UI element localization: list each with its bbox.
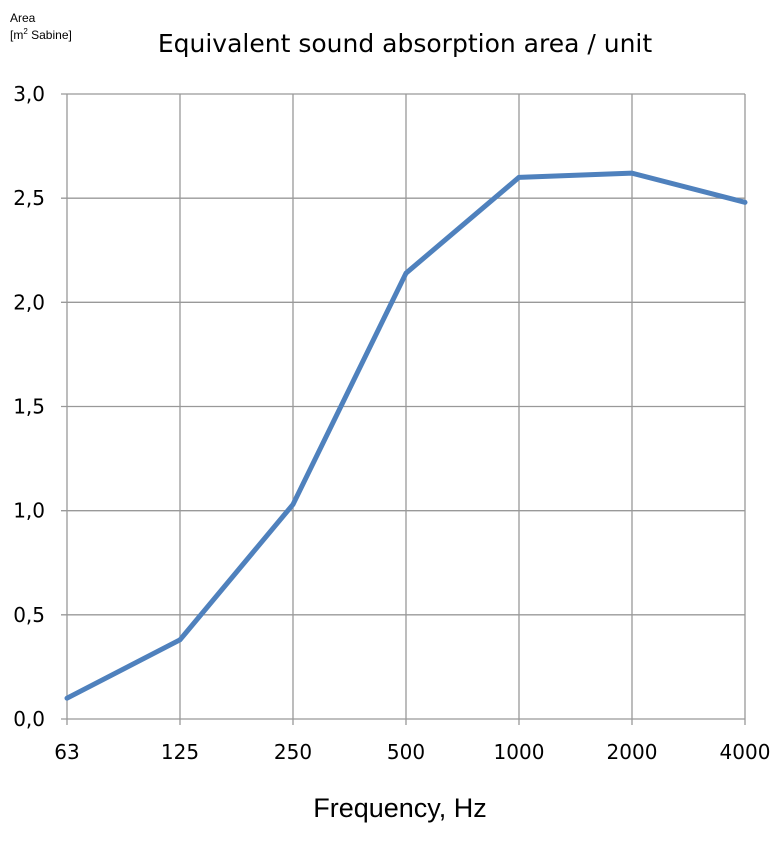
x-tick-label: 4000 [720, 740, 771, 764]
y-tick-label: 2,5 [13, 186, 45, 210]
x-tick-label: 500 [387, 740, 425, 764]
chart-title: Equivalent sound absorption area / unit [158, 29, 653, 58]
x-tick-label: 63 [54, 740, 79, 764]
y-tick-label: 0,5 [13, 603, 45, 627]
y-axis-label-line1: Area [10, 11, 36, 25]
y-axis-label-line2: [m2 Sabine] [10, 27, 72, 42]
x-tick-label: 125 [161, 740, 199, 764]
y-axis-label-superscript: 2 [23, 27, 28, 36]
x-tick-label: 1000 [494, 740, 545, 764]
x-tick-label: 2000 [607, 740, 658, 764]
y-tick-label: 2,0 [13, 290, 45, 314]
series-line [64, 170, 748, 701]
series [64, 170, 748, 701]
y-tick-label: 0,0 [13, 707, 45, 731]
x-tick-label: 250 [274, 740, 312, 764]
grid [61, 93, 746, 725]
y-axis-label-prefix: [m [10, 28, 23, 42]
y-axis-ticks: 0,0 0,5 1,0 1,5 2,0 2,5 3,0 [13, 82, 45, 731]
y-tick-label: 1,5 [13, 395, 45, 419]
x-axis-label: Frequency, Hz [313, 793, 487, 823]
y-tick-label: 1,0 [13, 499, 45, 523]
y-axis-label-suffix: Sabine] [28, 28, 72, 42]
x-axis-ticks: 63 125 250 500 1000 2000 4000 [54, 740, 770, 764]
y-tick-label: 3,0 [13, 82, 45, 106]
